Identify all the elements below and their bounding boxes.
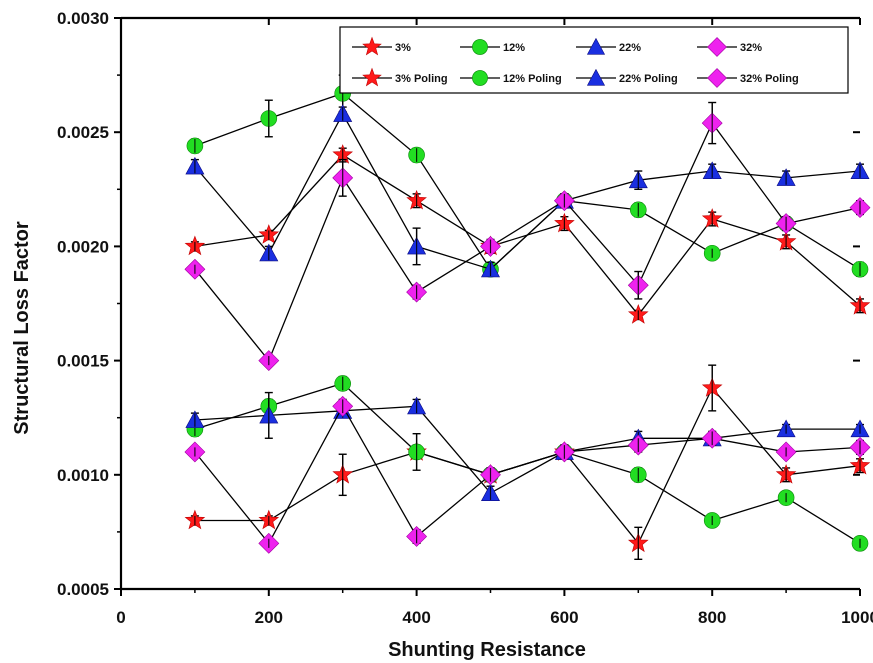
legend-marker (707, 37, 727, 57)
x-tick-label: 400 (402, 608, 430, 627)
y-tick-label: 0.0005 (57, 580, 109, 599)
legend-marker (707, 68, 727, 88)
series-group (185, 391, 870, 502)
x-tick-label: 200 (255, 608, 283, 627)
x-axis-title: Shunting Resistance (388, 639, 586, 661)
series-group (185, 104, 870, 278)
legend-label: 32% Poling (740, 73, 799, 85)
y-tick-label: 0.0020 (57, 237, 109, 256)
series-group (184, 144, 871, 324)
x-tick-label: 0 (116, 608, 125, 627)
legend-marker (472, 39, 488, 55)
legend-label: 3% Poling (395, 73, 448, 85)
series-group (184, 101, 871, 372)
legend-label: 12% Poling (503, 73, 562, 85)
series-line (194, 112, 861, 270)
series-line (194, 121, 861, 362)
y-tick-label: 0.0030 (57, 9, 109, 28)
legend: 3% 12% 22% 32% 3% Poling 12% Poling 22% Poling… (339, 26, 849, 94)
series-group (184, 364, 871, 561)
data-series (184, 74, 871, 561)
legend-marker (586, 37, 606, 55)
legend-label: 32% (740, 42, 762, 54)
legend-label: 22% (619, 42, 641, 54)
legend-label: 22% Poling (619, 73, 678, 85)
legend-marker (362, 36, 382, 56)
legend-marker (472, 70, 488, 86)
plot-frame (119, 16, 860, 591)
y-tick-label: 0.0015 (57, 352, 109, 371)
series-line (194, 92, 861, 271)
series-line (194, 405, 860, 494)
y-axis-title: Structural Loss Factor (11, 221, 33, 435)
legend-label: 12% (503, 42, 525, 54)
series-line (194, 404, 861, 545)
series-line (194, 386, 861, 545)
x-tick-label: 800 (698, 608, 726, 627)
legend-marker (586, 68, 606, 86)
y-tick-label: 0.0010 (57, 466, 109, 485)
series-group (184, 395, 871, 554)
legend-marker (362, 67, 382, 87)
legend-label: 3% (395, 42, 411, 54)
y-tick-label: 0.0025 (57, 123, 109, 142)
x-tick-label: 600 (550, 608, 578, 627)
